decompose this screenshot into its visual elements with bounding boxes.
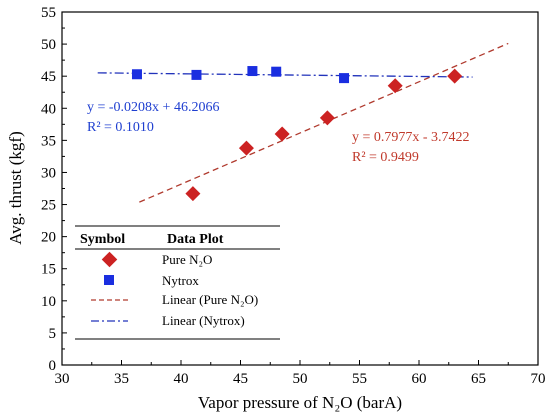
y-axis-label: Avg. thrust (kgf) [6,131,25,244]
nytrox-point [271,66,282,77]
x-tick-label: 45 [233,371,248,387]
legend: Symbol Data Plot Pure N₂O Nytrox Linear … [75,223,280,343]
nytrox-point [131,69,142,80]
x-tick-label: 40 [174,371,189,387]
pure-n2o-point [185,186,201,202]
y-tick-label: 0 [49,358,57,374]
x-tick-label: 65 [471,371,486,387]
nytrox-fit-r2: R² = 0.1010 [87,120,154,135]
pure-fit-equation: y = 0.7977x - 3.7422 [352,130,470,145]
legend-symbol-nytrox [104,275,114,285]
legend-header-symbol: Symbol [80,232,125,247]
pure-n2o-point [387,78,403,94]
plot-frame [61,11,539,366]
y-tick-label: 35 [41,133,56,149]
y-tick-label: 30 [41,165,56,181]
y-tick-label: 55 [41,5,56,21]
y-tick-label: 20 [41,230,56,246]
annotations: y = -0.0208x + 46.2066 R² = 0.1010 y = 0… [87,100,470,165]
legend-label-pure: Pure N₂O [162,252,212,267]
nytrox-point [191,69,202,80]
legend-label-nytrox-fit: Linear (Nytrox) [162,313,245,328]
pure-n2o-point [238,140,254,156]
axis-ticks: 30 35 40 45 50 55 60 65 70 0 5 10 15 20 25 30 35 40 45 50 55 [41,5,546,387]
y-tick-label: 15 [41,262,56,278]
legend-label-nytrox: Nytrox [162,273,199,288]
data-points [131,66,463,202]
y-tick-label: 10 [41,294,56,310]
x-axis-label: Vapor pressure of N₂O (barA) [198,393,402,412]
y-tick-label: 45 [41,69,56,85]
nytrox-fit-line [97,72,473,78]
x-tick-label: 55 [352,371,367,387]
nytrox-fit-equation: y = -0.0208x + 46.2066 [87,100,219,115]
nytrox-point [247,66,258,77]
y-tick-label: 50 [41,37,56,53]
legend-label-pure-text: Pure N₂O [162,252,212,267]
x-tick-label: 50 [293,371,308,387]
pure-fit-r2: R² = 0.9499 [352,150,419,165]
y-tick-label: 40 [41,101,56,117]
legend-label-pure-fit: Linear (Pure N₂O) [162,292,258,307]
y-tick-label: 5 [49,326,57,342]
x-tick-label: 60 [412,371,427,387]
x-tick-label: 70 [531,371,546,387]
pure-n2o-point [319,110,335,126]
fit-lines [97,42,509,203]
y-tick-label: 25 [41,198,56,214]
legend-header-plot: Data Plot [167,232,224,247]
pure-n2o-point [447,68,463,84]
nytrox-point [339,73,350,84]
pure-fit-line [139,42,509,203]
x-tick-label: 30 [55,371,70,387]
x-tick-label: 35 [114,371,129,387]
pure-n2o-point [274,126,290,142]
